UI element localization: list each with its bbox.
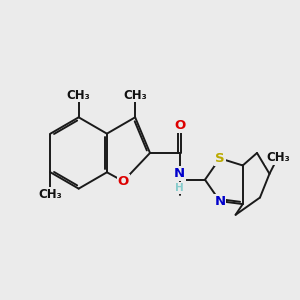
Text: CH₃: CH₃ (39, 188, 62, 201)
Text: N: N (174, 167, 185, 180)
Text: CH₃: CH₃ (266, 151, 290, 164)
Text: O: O (174, 119, 185, 132)
Text: H: H (175, 183, 184, 193)
Text: S: S (215, 152, 225, 165)
Text: CH₃: CH₃ (123, 88, 147, 101)
Text: N: N (214, 195, 225, 208)
Text: O: O (118, 175, 129, 188)
Text: CH₃: CH₃ (67, 88, 91, 101)
